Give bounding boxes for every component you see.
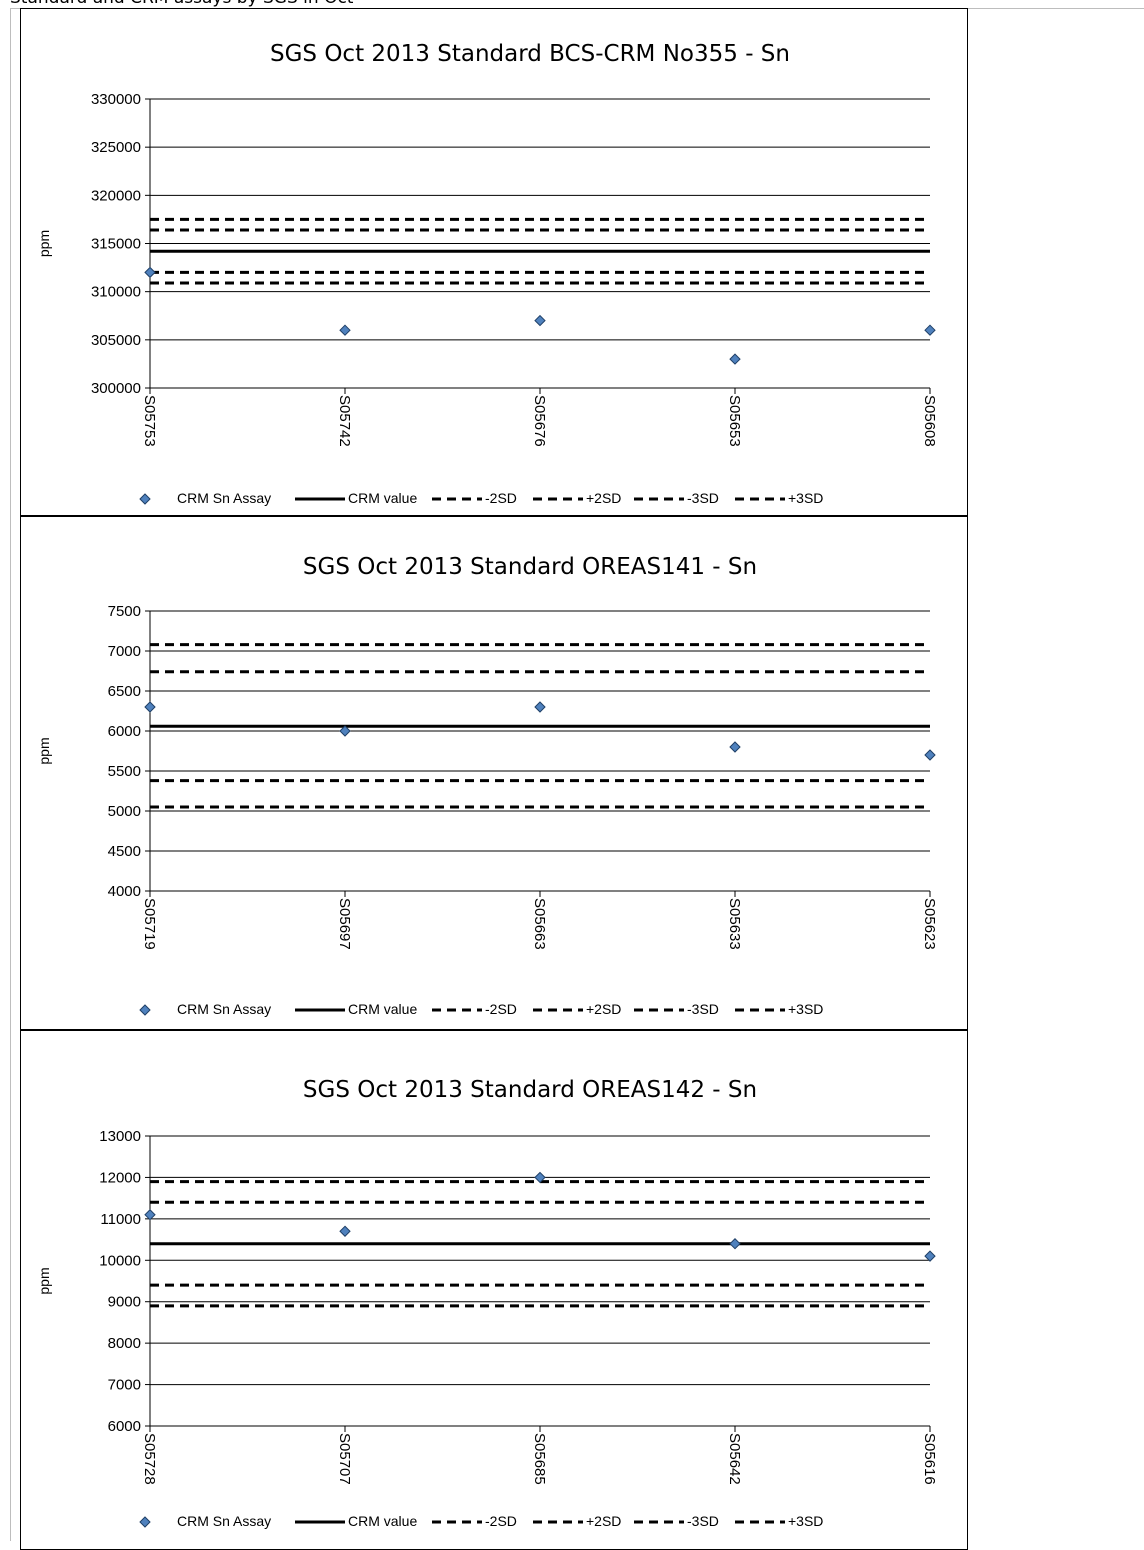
y-axis-title: ppm bbox=[36, 737, 52, 764]
y-tick-label: 6000 bbox=[108, 1418, 141, 1435]
y-tick-label: 5000 bbox=[108, 803, 141, 820]
legend-marker-swatch bbox=[139, 1004, 151, 1016]
y-tick-label: 5500 bbox=[108, 763, 141, 780]
data-point-marker bbox=[534, 1171, 546, 1184]
legend-label: -2SD bbox=[485, 1001, 517, 1017]
data-point-marker bbox=[924, 749, 936, 761]
y-tick-label: 315000 bbox=[91, 236, 141, 253]
y-tick-label: 8000 bbox=[108, 1335, 141, 1352]
chart-title: SGS Oct 2013 Standard BCS-CRM No355 - Sn bbox=[270, 41, 790, 67]
legend-label: CRM value bbox=[348, 1513, 417, 1529]
legend-label: +3SD bbox=[788, 1513, 823, 1529]
chart-panel-oreas141: SGS Oct 2013 Standard OREAS141 - Sn 4000 4… bbox=[20, 516, 968, 1030]
legend-label: +2SD bbox=[586, 1513, 621, 1529]
y-tick-label: 10000 bbox=[99, 1252, 141, 1269]
x-tick-label: S05663 bbox=[531, 898, 548, 950]
x-tick-label: S05742 bbox=[336, 395, 353, 447]
data-point-marker bbox=[729, 1238, 741, 1250]
x-tick-label: S05623 bbox=[921, 898, 938, 950]
legend-label: -3SD bbox=[687, 1513, 719, 1529]
legend-label: +3SD bbox=[788, 1001, 823, 1017]
data-point-marker bbox=[339, 725, 351, 737]
y-tick-label: 9000 bbox=[108, 1294, 141, 1311]
legend-label: CRM Sn Assay bbox=[177, 1001, 271, 1017]
data-point-marker bbox=[339, 1225, 351, 1237]
x-tick-label: S05697 bbox=[336, 898, 353, 950]
y-tick-label: 7500 bbox=[108, 603, 141, 620]
y-tick-label: 11000 bbox=[100, 1211, 141, 1228]
data-point-marker bbox=[924, 324, 936, 336]
legend-label: -2SD bbox=[485, 490, 517, 506]
legend-label: CRM value bbox=[348, 1001, 417, 1017]
y-tick-label: 6500 bbox=[108, 683, 141, 700]
data-point-marker bbox=[729, 741, 741, 753]
data-point-marker bbox=[144, 1209, 156, 1221]
y-tick-label: 12000 bbox=[99, 1169, 141, 1186]
chart-svg: SGS Oct 2013 Standard BCS-CRM No355 - Sn… bbox=[36, 41, 938, 506]
y-axis-title: ppm bbox=[36, 1267, 52, 1294]
y-tick-label: 325000 bbox=[91, 139, 141, 156]
x-tick-label: S05685 bbox=[531, 1433, 548, 1485]
legend-label: CRM Sn Assay bbox=[177, 1513, 271, 1529]
chart-title: SGS Oct 2013 Standard OREAS142 - Sn bbox=[303, 1077, 757, 1103]
legend-marker-swatch bbox=[139, 1516, 151, 1528]
legend-label: -3SD bbox=[687, 1001, 719, 1017]
y-tick-label: 4000 bbox=[108, 883, 141, 900]
y-tick-label: 300000 bbox=[91, 380, 141, 397]
data-point-marker bbox=[144, 266, 156, 279]
x-tick-label: S05608 bbox=[921, 395, 938, 447]
y-axis-title: ppm bbox=[36, 230, 52, 257]
x-tick-label: S05728 bbox=[141, 1433, 158, 1485]
chart-svg: SGS Oct 2013 Standard OREAS142 - Sn 6000 7… bbox=[36, 1077, 938, 1529]
chart-panel-oreas142: SGS Oct 2013 Standard OREAS142 - Sn 6000 7… bbox=[20, 1030, 968, 1550]
data-point-marker bbox=[534, 314, 546, 327]
y-tick-label: 330000 bbox=[91, 91, 141, 108]
y-tick-label: 310000 bbox=[91, 284, 141, 301]
legend-label: -3SD bbox=[687, 490, 719, 506]
legend-label: +3SD bbox=[788, 490, 823, 506]
chart-panel-bcs-crm-no355: SGS Oct 2013 Standard BCS-CRM No355 - Sn… bbox=[20, 8, 968, 516]
chart-title: SGS Oct 2013 Standard OREAS141 - Sn bbox=[303, 554, 757, 580]
data-point-marker bbox=[924, 1250, 936, 1262]
y-tick-label: 4500 bbox=[108, 843, 141, 860]
x-tick-label: S05642 bbox=[726, 1433, 743, 1485]
x-tick-label: S05676 bbox=[531, 395, 548, 447]
legend-label: -2SD bbox=[485, 1513, 517, 1529]
x-tick-label: S05633 bbox=[726, 898, 743, 950]
x-tick-label: S05707 bbox=[336, 1433, 353, 1485]
x-tick-label: S05653 bbox=[726, 395, 743, 447]
x-tick-label: S05753 bbox=[141, 395, 158, 447]
y-tick-label: 6000 bbox=[108, 723, 141, 740]
page-caption: Standard and CRM assays by SGS in Oct bbox=[10, 0, 353, 8]
y-tick-label: 305000 bbox=[91, 332, 141, 349]
y-tick-label: 320000 bbox=[91, 187, 141, 204]
y-tick-label: 13000 bbox=[99, 1128, 141, 1145]
data-point-marker bbox=[144, 701, 156, 713]
x-tick-label: S05616 bbox=[921, 1433, 938, 1485]
legend-marker-swatch bbox=[139, 493, 151, 505]
legend-label: +2SD bbox=[586, 1001, 621, 1017]
data-point-marker bbox=[729, 353, 741, 365]
y-tick-label: 7000 bbox=[108, 643, 141, 660]
data-point-marker bbox=[534, 701, 546, 713]
chart-svg: SGS Oct 2013 Standard OREAS141 - Sn 4000 4… bbox=[36, 554, 938, 1017]
legend-label: CRM value bbox=[348, 490, 417, 506]
x-tick-label: S05719 bbox=[141, 898, 158, 950]
y-tick-label: 7000 bbox=[108, 1377, 141, 1394]
data-point-marker bbox=[339, 324, 351, 336]
legend-label: CRM Sn Assay bbox=[177, 490, 271, 506]
legend-label: +2SD bbox=[586, 490, 621, 506]
